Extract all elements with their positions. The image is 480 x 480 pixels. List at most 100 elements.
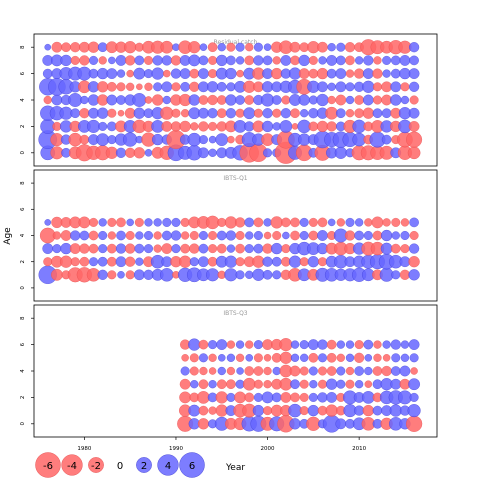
- bubble: [215, 133, 229, 146]
- bubble: [97, 107, 109, 119]
- bubble: [253, 42, 263, 52]
- bubble: [235, 270, 245, 280]
- bubble: [400, 244, 410, 254]
- bubble: [245, 270, 254, 279]
- bubble: [217, 43, 226, 52]
- bubble: [371, 216, 384, 229]
- panel-title: IBTS-Q3: [223, 310, 247, 317]
- bubble: [288, 403, 302, 418]
- bubble: [408, 121, 420, 132]
- bubble: [390, 243, 401, 254]
- bubble: [317, 230, 328, 241]
- bubble: [161, 243, 173, 254]
- bubble: [98, 218, 107, 227]
- bubble: [126, 218, 134, 227]
- bubble: [68, 93, 83, 107]
- bubble: [152, 94, 164, 106]
- bubble: [298, 54, 310, 67]
- bubble: [345, 69, 355, 78]
- bubble: [179, 255, 192, 268]
- bubble: [43, 95, 52, 105]
- bubble: [263, 406, 273, 416]
- bubble: [362, 107, 374, 119]
- legend-label: 6: [189, 461, 195, 472]
- bubble: [51, 268, 63, 281]
- bubble: [309, 380, 318, 389]
- bubble: [362, 391, 375, 404]
- bubble: [317, 392, 328, 403]
- bubble: [253, 243, 264, 254]
- bubble: [363, 231, 373, 240]
- legend-entry: 2: [136, 457, 152, 473]
- bubble: [308, 392, 318, 402]
- bubble: [245, 354, 253, 362]
- bubble: [226, 392, 236, 402]
- bubble: [400, 231, 410, 240]
- bubble: [335, 418, 347, 430]
- legend-bubble: [61, 454, 83, 476]
- bubble: [299, 340, 309, 350]
- y-tick-label: 8: [20, 45, 26, 49]
- bubble: [79, 230, 90, 241]
- bubble: [188, 338, 201, 351]
- bubble: [216, 108, 227, 118]
- bubble: [298, 68, 310, 79]
- bubble: [205, 215, 220, 230]
- bubble: [70, 257, 80, 267]
- bubble: [198, 231, 208, 240]
- bubble: [391, 217, 401, 227]
- y-tick-label: 0: [20, 151, 26, 155]
- bubble: [208, 244, 218, 254]
- y-tick-label: 2: [20, 396, 26, 400]
- bubble: [354, 108, 364, 118]
- bubble: [107, 231, 116, 240]
- bubble: [107, 243, 117, 254]
- bubble: [171, 82, 181, 92]
- bubble: [134, 243, 145, 254]
- bubble: [372, 95, 382, 105]
- y-tick-label: 2: [20, 125, 26, 128]
- bubble: [300, 353, 309, 362]
- legend-bubble: [35, 452, 61, 478]
- bubble: [216, 54, 228, 67]
- bubble: [308, 95, 318, 105]
- bubble: [290, 340, 300, 349]
- bubble: [253, 340, 263, 350]
- bubble: [326, 378, 338, 390]
- bubble: [216, 339, 228, 350]
- bubble: [280, 55, 292, 66]
- bubble: [235, 95, 245, 105]
- bubble: [70, 230, 81, 241]
- bubble: [316, 67, 329, 80]
- bubble: [345, 340, 355, 349]
- bubble: [208, 135, 217, 144]
- bubble: [97, 256, 108, 267]
- bubble: [197, 418, 210, 430]
- bubble: [408, 256, 420, 268]
- bubble: [236, 367, 244, 375]
- bubble: [170, 68, 182, 79]
- bubble: [235, 353, 245, 362]
- bubble: [161, 81, 173, 93]
- bubble: [407, 146, 421, 160]
- y-tick-label: 6: [20, 342, 26, 346]
- bubble: [51, 41, 63, 53]
- bubble: [325, 106, 338, 120]
- bubble: [336, 340, 345, 349]
- bubble: [307, 404, 319, 417]
- bubble: [355, 380, 364, 389]
- bubble: [409, 42, 420, 53]
- bubble: [279, 120, 293, 133]
- bubble: [299, 366, 309, 376]
- bubble: [406, 131, 423, 148]
- legend-bubble: [179, 452, 205, 478]
- bubble: [108, 56, 116, 65]
- bubble: [263, 218, 272, 227]
- bubble: [307, 256, 319, 268]
- bubble: [133, 67, 146, 80]
- bubble: [216, 95, 227, 105]
- bubble: [125, 256, 136, 267]
- bubble: [381, 365, 392, 377]
- bubble: [354, 230, 364, 241]
